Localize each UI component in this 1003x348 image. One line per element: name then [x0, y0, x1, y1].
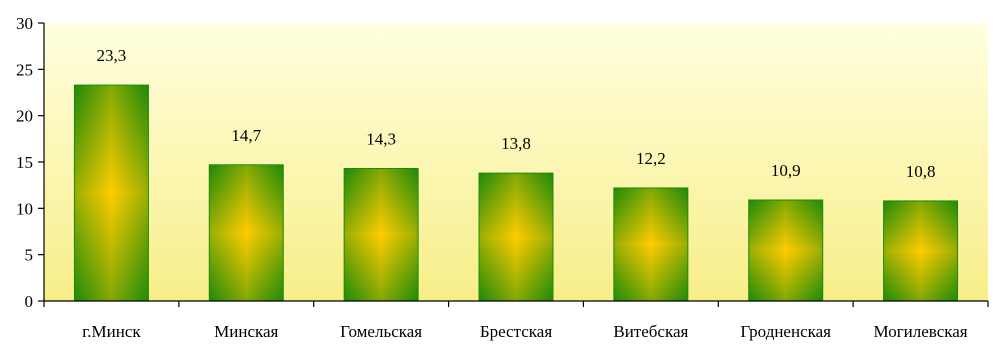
labels: 23,3 г.Минск 14,7 Минская 14,3 Гомельская 13,8…	[16, 14, 968, 341]
y-tick-label: 5	[25, 246, 34, 265]
data-label: 10,9	[771, 161, 801, 180]
category-label: г.Минск	[82, 322, 141, 341]
category-label: Гомельская	[340, 322, 422, 341]
bar-7	[883, 200, 959, 302]
bar-2	[208, 164, 284, 302]
bar-5	[613, 187, 689, 302]
data-label: 13,8	[501, 134, 531, 153]
y-tick-label: 30	[16, 14, 33, 33]
data-label: 10,8	[906, 162, 936, 181]
bar-1	[73, 84, 149, 302]
category-label: Могилевская	[874, 322, 968, 341]
data-label: 14,7	[231, 126, 261, 145]
y-tick-label: 10	[16, 199, 33, 218]
category-label: Минская	[214, 322, 278, 341]
category-label: Гродненская	[740, 322, 831, 341]
category-label: Брестская	[480, 322, 553, 341]
bar-3	[343, 167, 419, 302]
data-label: 14,3	[366, 129, 396, 148]
category-label: Витебская	[613, 322, 688, 341]
y-tick-label: 25	[16, 60, 33, 79]
y-tick-label: 20	[16, 107, 33, 126]
y-tick-label: 15	[16, 153, 33, 172]
axes	[38, 22, 989, 307]
data-label: 12,2	[636, 149, 666, 168]
bar-6	[748, 199, 824, 302]
data-label: 23,3	[97, 46, 127, 65]
bar-4	[478, 172, 554, 302]
bars	[73, 84, 959, 302]
y-tick-label: 0	[25, 292, 34, 311]
